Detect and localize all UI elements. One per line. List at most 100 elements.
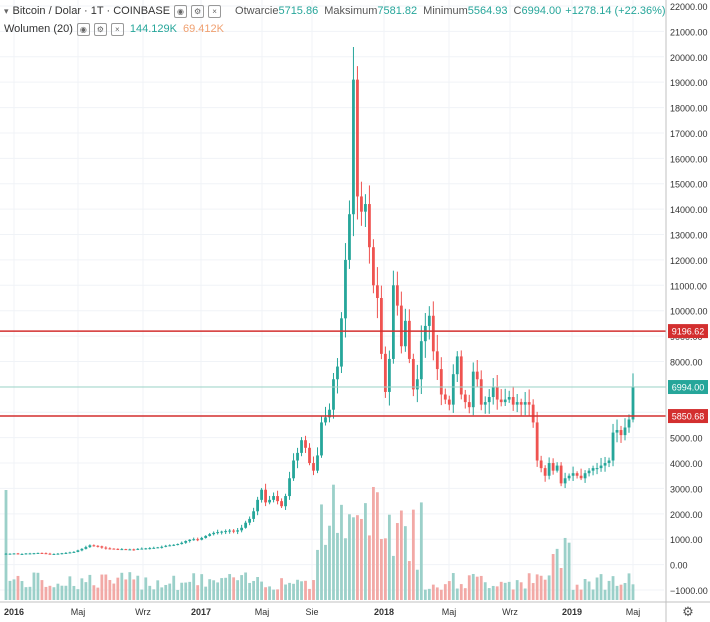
candle-body <box>264 489 267 503</box>
candle-body <box>407 320 411 359</box>
volume-bar <box>459 584 463 600</box>
candle-body <box>196 539 200 541</box>
volume-value-2: 69.412K <box>183 23 224 35</box>
candle-body <box>44 553 48 555</box>
x-tick-label: 2019 <box>562 607 582 617</box>
candle-body <box>232 530 236 532</box>
volume-bar <box>36 572 40 600</box>
candle-body <box>356 79 359 197</box>
candle-body <box>499 399 503 403</box>
candle-body <box>224 531 228 533</box>
candle-body <box>535 422 539 461</box>
candle-body <box>104 547 108 549</box>
candle-body <box>483 402 487 405</box>
volume-bar <box>583 579 587 600</box>
volume-bar <box>443 584 447 600</box>
volume-bar <box>324 544 327 600</box>
candle-body <box>587 470 591 474</box>
volume-bar <box>196 585 200 600</box>
candle-body <box>352 79 355 215</box>
volume-bar <box>619 584 623 600</box>
close-icon[interactable]: × <box>110 22 124 36</box>
volume-bar <box>24 587 28 600</box>
volume-bars <box>4 484 635 600</box>
volume-bar <box>559 567 563 600</box>
volume-bar <box>515 580 519 600</box>
visibility-eye-icon[interactable]: ◉ <box>76 22 90 36</box>
candle-body <box>108 548 112 550</box>
volume-bar <box>176 589 180 600</box>
settings-gear-icon[interactable]: ⚙ <box>682 605 694 620</box>
volume-bar <box>156 580 160 600</box>
visibility-eye-icon[interactable]: ◉ <box>174 4 188 18</box>
volume-bar <box>356 515 359 600</box>
chevron-down-icon[interactable]: ▾ <box>4 5 9 16</box>
candle-body <box>459 356 463 395</box>
volume-bar <box>567 542 571 600</box>
x-tick-label: Maj <box>255 607 270 617</box>
volume-bar <box>236 580 240 600</box>
volume-bar <box>591 589 595 600</box>
candle-body <box>20 553 24 555</box>
volume-bar <box>523 588 527 600</box>
candle-body <box>399 305 403 347</box>
candle-body <box>531 404 535 423</box>
close-icon[interactable]: × <box>208 4 222 18</box>
volume-bar <box>344 538 347 600</box>
candle-body <box>272 496 275 500</box>
y-tick-label: 1000.00 <box>670 535 703 545</box>
volume-bar <box>368 535 371 600</box>
volume-bar <box>463 588 467 600</box>
x-tick-label: Wrz <box>135 607 151 617</box>
candle-body <box>284 496 287 507</box>
candle-body <box>308 447 311 464</box>
settings-icon[interactable]: ⚙ <box>93 22 107 36</box>
volume-bar <box>72 585 76 600</box>
volume-bar <box>603 589 607 600</box>
candle-body <box>256 499 259 512</box>
candle-body <box>40 552 44 554</box>
candle-body <box>36 552 40 554</box>
candlesticks <box>4 46 635 555</box>
settings-icon[interactable]: ⚙ <box>191 4 205 18</box>
volume-bar <box>48 585 52 600</box>
volume-bar <box>132 579 136 600</box>
candle-body <box>28 553 32 555</box>
volume-bar <box>232 577 236 600</box>
candle-body <box>463 394 467 403</box>
candle-body <box>447 399 451 405</box>
open-value: 5715.86 <box>278 5 319 17</box>
volume-label[interactable]: Wolumen (20) <box>4 23 73 35</box>
symbol-label[interactable]: Bitcoin / Dolar · 1T · COINBASE <box>12 5 171 17</box>
volume-bar <box>451 573 455 600</box>
candle-body <box>152 547 156 549</box>
volume-bar <box>547 575 551 600</box>
volume-bar <box>244 572 248 600</box>
volume-bar <box>503 582 507 600</box>
volume-bar <box>627 573 631 600</box>
candle-body <box>623 427 627 436</box>
candle-body <box>156 547 160 549</box>
volume-bar <box>220 578 224 600</box>
candle-body <box>336 366 339 380</box>
y-tick-label: 18000.00 <box>670 104 708 114</box>
volume-bar <box>120 572 124 600</box>
volume-bar <box>124 579 128 600</box>
x-tick-label: Maj <box>442 607 457 617</box>
volume-bar <box>212 580 216 600</box>
volume-bar <box>543 579 547 600</box>
y-tick-label: 0.00 <box>670 561 688 571</box>
candle-body <box>583 473 587 479</box>
price-axis[interactable]: 22000.00 21000.00 20000.00 19000.00 18000.00… <box>670 2 708 596</box>
candle-body <box>607 460 611 464</box>
y-tick-label: 22000.00 <box>670 2 708 12</box>
y-tick-label: 4000.00 <box>670 459 703 469</box>
volume-bar <box>571 589 575 600</box>
candle-body <box>503 399 507 403</box>
candle-body <box>72 551 76 553</box>
chart-legend: ▾ Bitcoin / Dolar · 1T · COINBASE ◉ ⚙ × … <box>4 2 666 38</box>
time-axis[interactable]: 2016 Maj Wrz 2017 Maj Sie 2018 Maj Wrz 2019 Maj <box>4 607 640 617</box>
volume-bar <box>144 577 148 600</box>
candle-body <box>100 546 104 548</box>
